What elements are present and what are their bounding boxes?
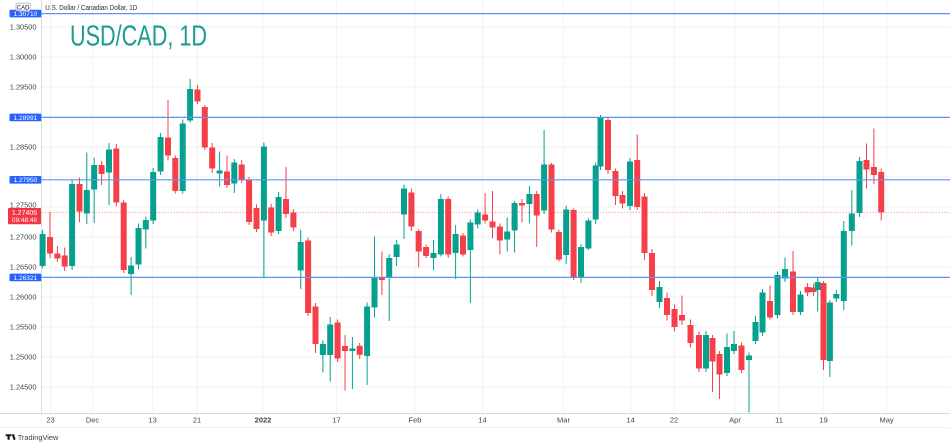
svg-text:Apr: Apr: [729, 415, 741, 424]
svg-text:1.29500: 1.29500: [10, 83, 37, 92]
svg-text:1.28991: 1.28991: [13, 115, 37, 122]
svg-text:CAD: CAD: [17, 5, 30, 11]
svg-text:2022: 2022: [255, 415, 272, 424]
svg-text:09:48:48: 09:48:48: [12, 217, 37, 224]
svg-text:1.28500: 1.28500: [10, 143, 37, 152]
svg-text:1.30710: 1.30710: [13, 11, 37, 18]
svg-text:1.27500: 1.27500: [10, 201, 37, 210]
svg-text:11: 11: [775, 415, 783, 424]
svg-text:17: 17: [332, 415, 340, 424]
svg-text:1.26000: 1.26000: [10, 293, 37, 302]
svg-text:1.27950: 1.27950: [13, 177, 37, 184]
svg-text:21: 21: [193, 415, 201, 424]
svg-text:14: 14: [627, 415, 635, 424]
svg-text:USD/CAD, 1D: USD/CAD, 1D: [70, 21, 207, 53]
svg-text:1.27406: 1.27406: [12, 210, 37, 217]
svg-text:22: 22: [670, 415, 678, 424]
svg-text:Feb: Feb: [409, 415, 422, 424]
svg-text:13: 13: [148, 415, 156, 424]
svg-text:May: May: [880, 415, 894, 424]
svg-text:TradingView: TradingView: [18, 433, 59, 442]
svg-text:1.27000: 1.27000: [10, 233, 37, 242]
svg-text:Dec: Dec: [86, 415, 100, 424]
svg-text:1.25500: 1.25500: [10, 323, 37, 332]
svg-text:U.S. Dollar / Canadian Dollar,: U.S. Dollar / Canadian Dollar, 1D: [45, 5, 137, 12]
svg-text:1.30000: 1.30000: [10, 53, 37, 62]
svg-text:14: 14: [478, 415, 486, 424]
svg-text:1.26321: 1.26321: [13, 275, 37, 282]
svg-text:1.26500: 1.26500: [10, 263, 37, 272]
svg-text:23: 23: [46, 415, 54, 424]
svg-text:1.30500: 1.30500: [10, 23, 37, 32]
svg-text:19: 19: [819, 415, 827, 424]
svg-text:1.25000: 1.25000: [10, 353, 37, 362]
svg-text:1.24500: 1.24500: [10, 383, 37, 392]
svg-text:Mar: Mar: [557, 415, 570, 424]
